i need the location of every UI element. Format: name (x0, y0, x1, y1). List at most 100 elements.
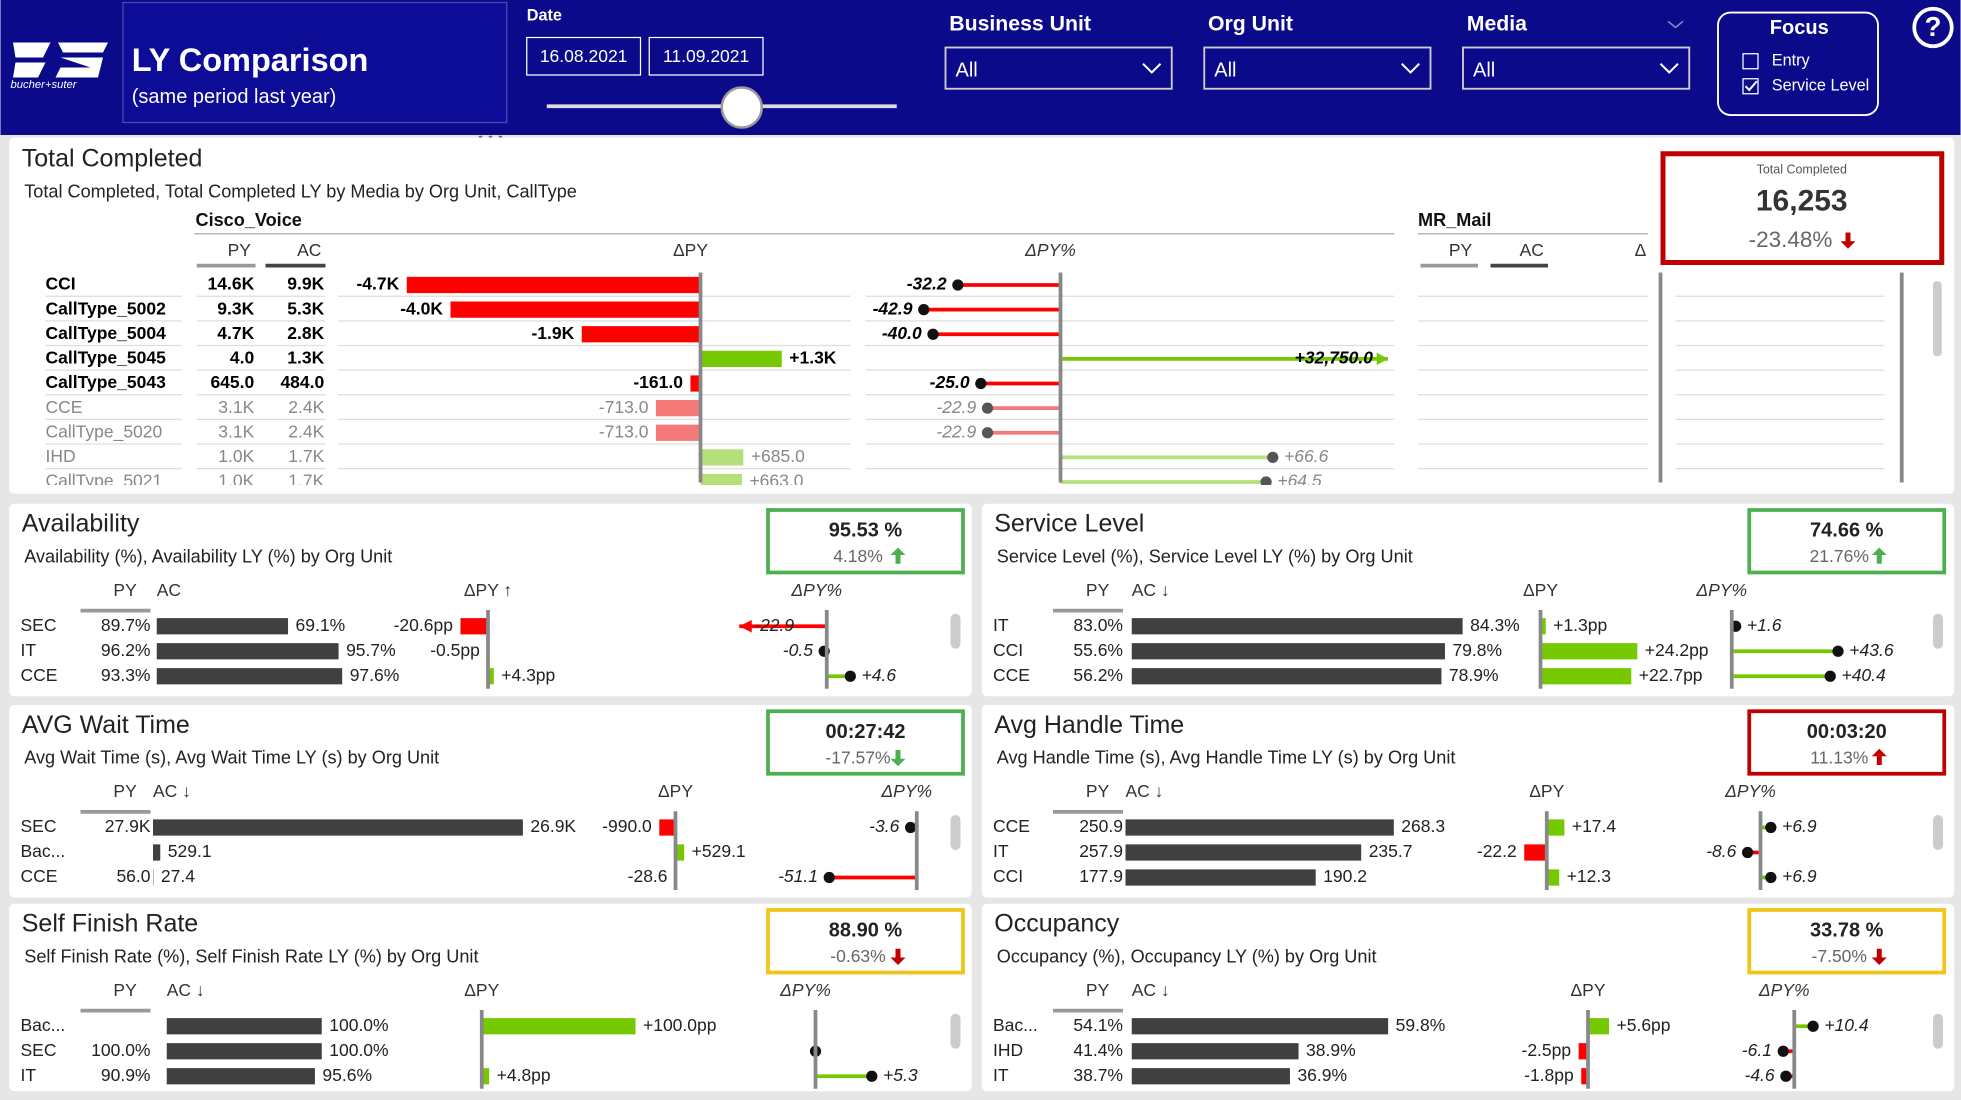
filter-label: Business Unit (949, 12, 1091, 36)
help-icon[interactable]: ? (1925, 11, 1942, 42)
ac-label: 100.0% (329, 1015, 388, 1035)
ac-label: 97.6% (350, 665, 400, 685)
help-circle[interactable] (1912, 6, 1954, 49)
row-label: CCI (46, 274, 76, 294)
date-box[interactable] (526, 36, 642, 76)
pct-label: -0.5 (783, 640, 813, 660)
delta-label: +22.7pp (1639, 665, 1703, 685)
slider-knob[interactable] (720, 86, 763, 129)
filter-value[interactable]: All (1214, 60, 1236, 82)
panel-subtitle: Availability (%), Availability LY (%) by… (24, 546, 392, 566)
trend-arrow (1871, 547, 1887, 564)
kpi-value: 88.90 % (829, 920, 903, 942)
pct-label: -51.1 (778, 866, 818, 886)
focus-option[interactable]: Service Level (1772, 77, 1870, 95)
column-header: Δ (1635, 240, 1647, 260)
delta-label: -28.6 (628, 866, 668, 886)
delta-bar (1581, 1068, 1588, 1085)
ac-label: 100.0% (329, 1040, 388, 1060)
ac-value: 5.3K (287, 298, 324, 318)
pct-label: +64.5 (1277, 471, 1322, 491)
trend-arrow (1871, 748, 1887, 765)
py-value: 4.7K (217, 323, 254, 343)
focus-checkbox[interactable] (1742, 78, 1759, 95)
kpi-value: 95.53 % (829, 520, 903, 542)
row-label: SEC (21, 816, 57, 836)
overflow-arrow (1376, 352, 1388, 366)
scrollbar (950, 613, 961, 649)
filter-value[interactable]: All (956, 60, 978, 82)
py-value: 3.1K (218, 421, 254, 441)
pct-dot (975, 377, 987, 390)
focus-option[interactable]: Entry (1772, 52, 1811, 70)
delta-bar (675, 844, 685, 861)
filter-dropdown[interactable] (1203, 46, 1432, 90)
column-header: ΔPY% (880, 781, 932, 801)
scrollbar (950, 815, 961, 850)
panel-title: Occupancy (994, 910, 1120, 938)
column-header: ΔPY% (1758, 980, 1810, 1000)
delta-bar (481, 1068, 490, 1085)
delta-label: +1.3K (789, 348, 837, 368)
pct-dot (1777, 1045, 1789, 1057)
pct-dot (823, 871, 835, 884)
scrollbar (1933, 1013, 1943, 1049)
kpi-value: 16,253 (1756, 184, 1848, 217)
pct-label: +4.6 (862, 665, 897, 685)
report-subtitle: (same period last year) (132, 86, 337, 108)
row-label: Bac... (21, 1015, 66, 1035)
focus-checkbox[interactable] (1742, 53, 1759, 70)
ac-label: 268.3 (1401, 816, 1445, 836)
scrollbar (1933, 613, 1943, 649)
filter-dropdown[interactable] (1462, 46, 1691, 90)
delta-bar (1578, 1043, 1588, 1060)
delta-bar (1540, 668, 1632, 685)
delta-bar (655, 424, 701, 441)
pct-dot (1832, 645, 1844, 657)
panel (9, 137, 1955, 494)
filter-dropdown[interactable] (944, 46, 1173, 90)
filter-value[interactable]: All (1473, 60, 1495, 82)
py-value: 83.0% (1073, 615, 1123, 635)
header-underline (265, 263, 326, 268)
column-header: PY (1086, 781, 1110, 801)
date-value[interactable]: 16.08.2021 (540, 46, 628, 66)
ac-value: 1.7K (288, 471, 324, 491)
filter-label: Org Unit (1208, 12, 1293, 36)
row-label: CCI (993, 866, 1023, 886)
row-label: CallType_5002 (46, 298, 167, 318)
pct-label: -8.6 (1706, 841, 1736, 861)
pct-label: +5.3 (883, 1065, 918, 1085)
header-underline (1490, 263, 1548, 268)
row-label: CallType_5045 (46, 348, 167, 368)
panel-subtitle: Avg Handle Time (s), Avg Handle Time LY … (997, 748, 1456, 768)
py-value: 41.4% (1073, 1040, 1123, 1060)
focus-box (1717, 11, 1879, 116)
py-value: 90.9% (101, 1065, 151, 1085)
pct-label: -42.9 (873, 298, 913, 318)
py-value: 1.0K (218, 471, 254, 491)
pct-label: -22.9 (936, 421, 976, 441)
ac-label: 26.9K (530, 816, 576, 836)
delta-bar (700, 473, 742, 485)
kpi-delta: 4.18% (833, 546, 883, 566)
ac-value: 2.4K (288, 397, 324, 417)
date-value[interactable]: 11.09.2021 (663, 46, 749, 66)
panel-title: AVG Wait Time (22, 711, 190, 739)
delta-label: -20.6pp (394, 615, 453, 635)
ac-label: 95.7% (346, 640, 396, 660)
py-value: 54.1% (1073, 1015, 1123, 1035)
pct-dot (1741, 846, 1754, 859)
ac-label: 59.8% (1396, 1015, 1446, 1035)
kpi-delta: 11.13% (1810, 747, 1868, 767)
delta-bar (481, 1018, 636, 1035)
group-label: Cisco_Voice (196, 210, 302, 230)
pct-dot (1765, 871, 1777, 884)
row-label: IHD (46, 446, 76, 466)
py-value: 1.0K (218, 446, 254, 466)
date-box[interactable] (648, 36, 764, 76)
column-header: ΔPY (464, 980, 499, 1000)
row-label: SEC (21, 1040, 57, 1060)
py-value: 27.9K (105, 816, 151, 836)
delta-bar (460, 618, 488, 635)
